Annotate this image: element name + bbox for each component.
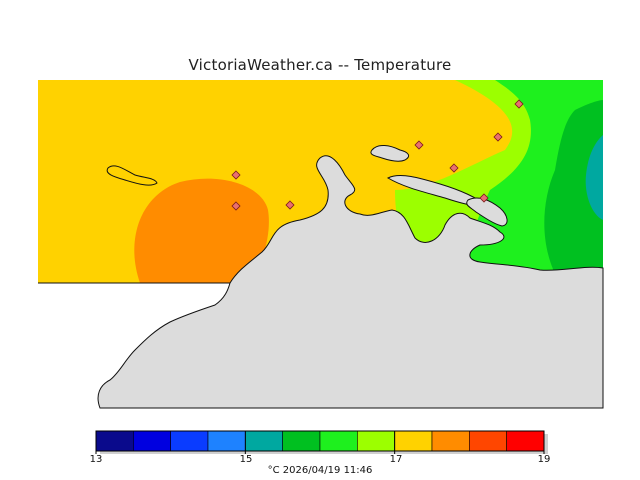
legend-band-1 — [133, 430, 171, 452]
station-marker — [449, 163, 459, 173]
station-marker — [231, 170, 241, 180]
zone-15.5-16 — [544, 100, 603, 283]
legend-tick-19: 19 — [537, 454, 551, 465]
temperature-map — [38, 80, 604, 409]
legend-frame — [95, 430, 545, 452]
legend-caption: °C 2026/04/19 11:46 — [267, 465, 373, 476]
station-marker — [231, 201, 241, 211]
legend-tick-17: 17 — [389, 454, 403, 465]
legend-band-0 — [95, 430, 134, 452]
station-marker — [514, 99, 524, 109]
station-markers — [231, 99, 524, 211]
island-north — [370, 145, 410, 162]
legend-band-5 — [282, 430, 321, 452]
map-title: VictoriaWeather.ca -- Temperature — [188, 56, 452, 74]
legend-band-2 — [170, 430, 209, 452]
station-marker — [285, 200, 295, 210]
zone-15-15.5 — [585, 135, 603, 220]
island-east — [466, 197, 508, 227]
legend-tick-13: 13 — [89, 454, 103, 465]
legend-band-7 — [357, 430, 395, 452]
legend-tick-15: 15 — [239, 454, 253, 465]
legend-band-6 — [319, 430, 358, 452]
land-mask — [38, 155, 604, 409]
legend-band-11 — [506, 430, 545, 452]
legend-band-9 — [431, 430, 470, 452]
legend-band-3 — [207, 430, 246, 452]
station-marker — [414, 140, 424, 150]
island-west — [106, 165, 158, 186]
station-marker — [479, 193, 489, 203]
legend-band-8 — [394, 430, 433, 452]
legend-band-10 — [469, 430, 507, 452]
station-marker — [493, 132, 503, 142]
legend-band-4 — [245, 430, 283, 452]
